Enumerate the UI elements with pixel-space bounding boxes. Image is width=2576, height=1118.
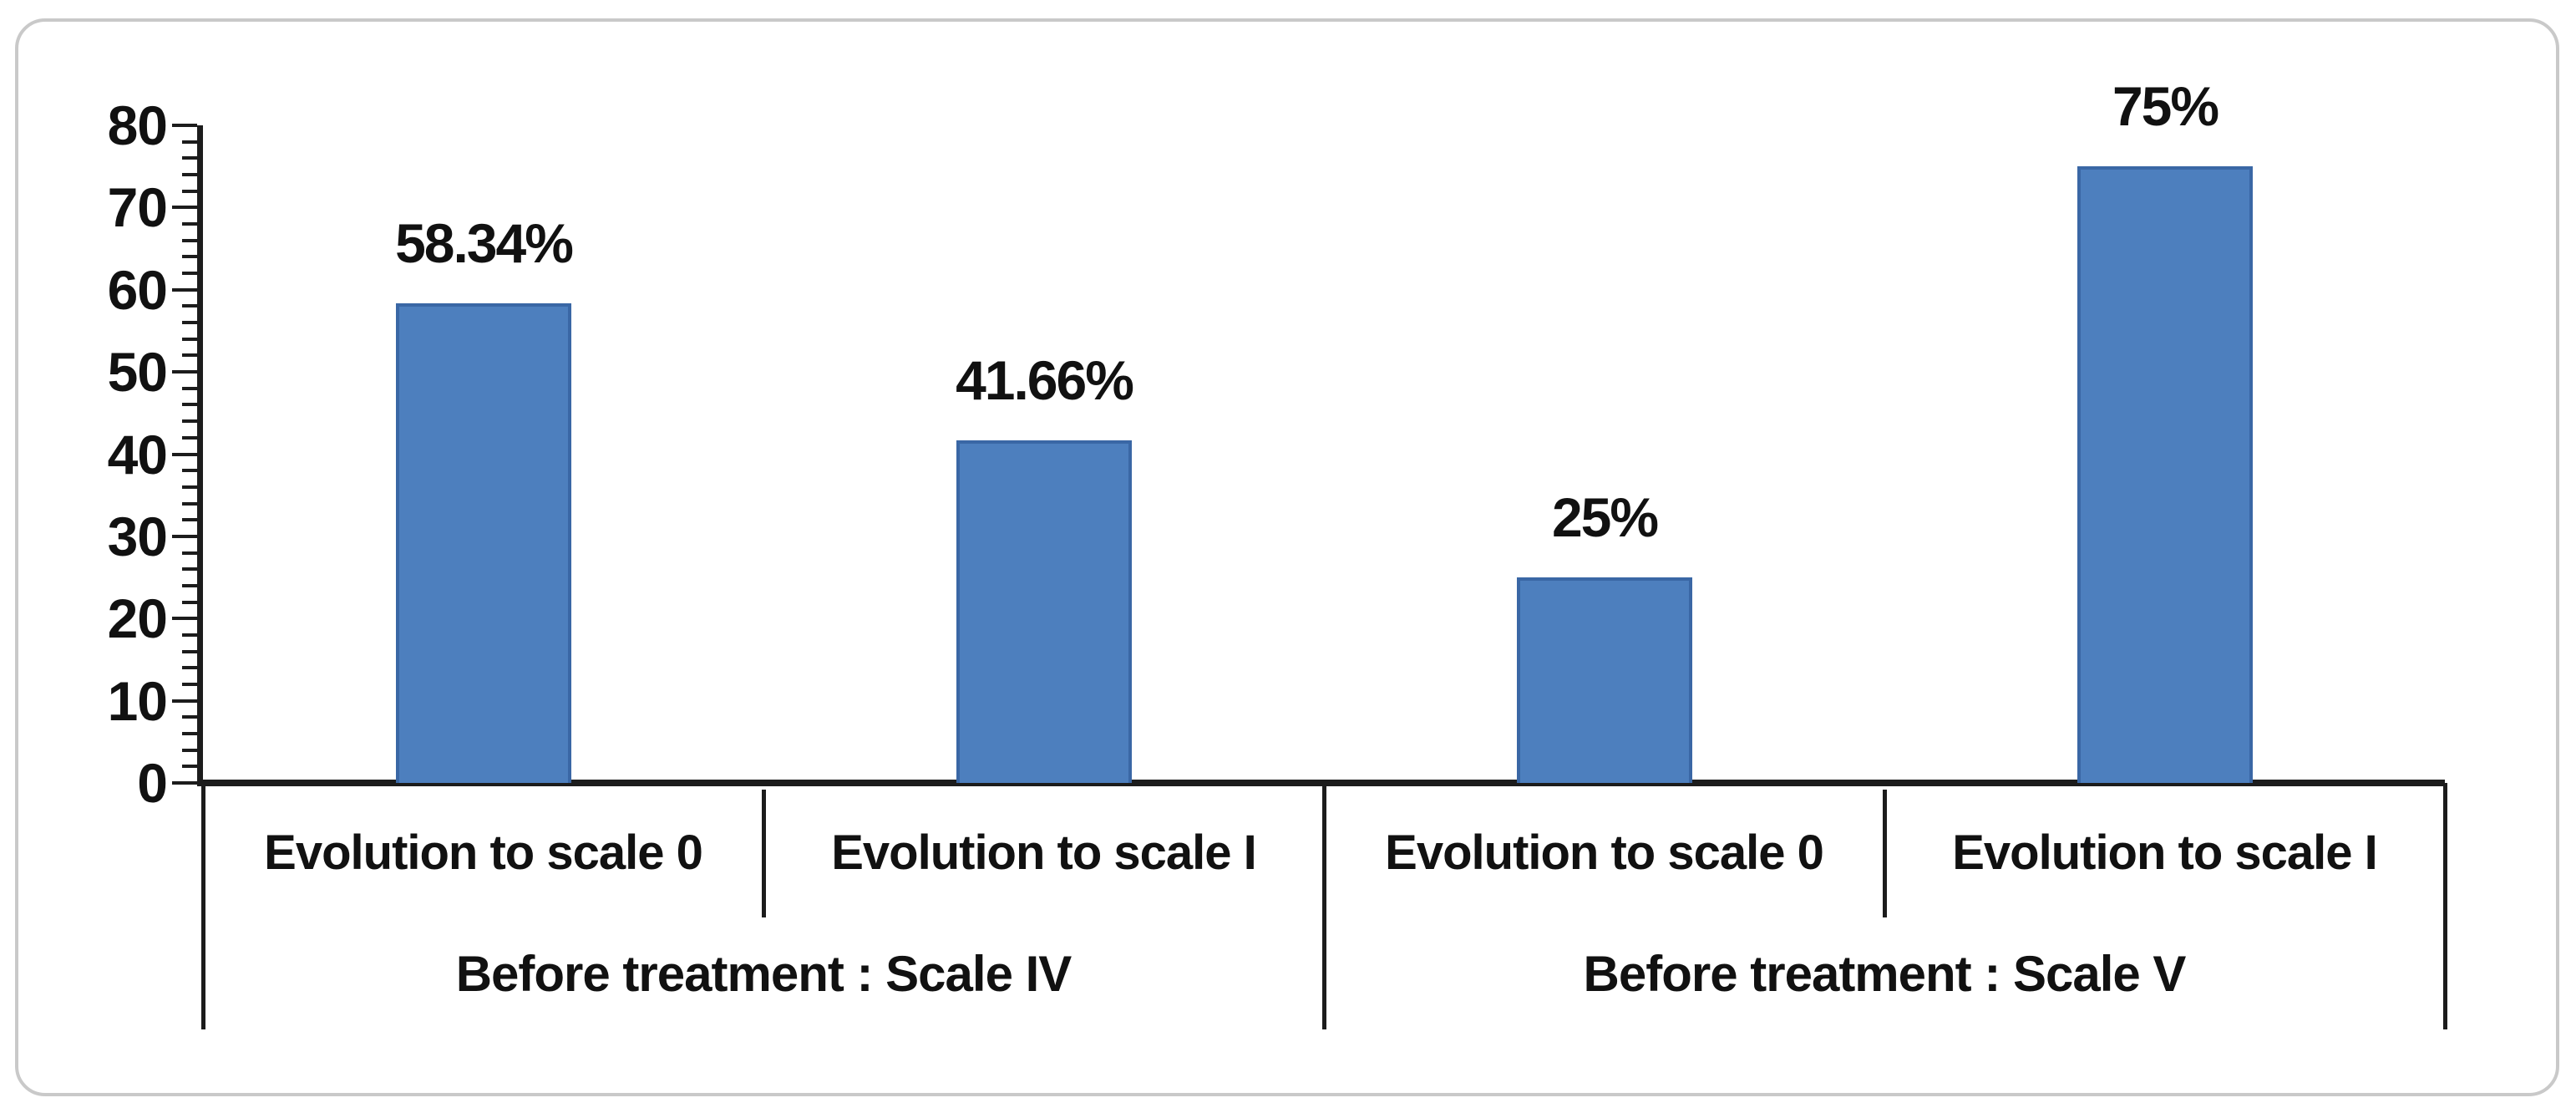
y-axis-major-tick <box>172 699 197 703</box>
y-axis-tick-label: 30 <box>107 506 168 567</box>
category-label: Evolution to scale 0 <box>264 825 703 880</box>
group-label: Before treatment : Scale V <box>1583 945 2187 1002</box>
bar <box>396 303 571 783</box>
category-separator-line <box>762 790 766 917</box>
y-axis-minor-tick <box>182 601 197 604</box>
y-axis-minor-tick <box>182 749 197 752</box>
y-axis-minor-tick <box>182 272 197 275</box>
y-axis-major-tick <box>172 288 197 292</box>
y-axis-minor-tick <box>182 666 197 669</box>
group-separator-line <box>1322 783 1326 1029</box>
category-label: Evolution to scale I <box>831 825 1257 880</box>
y-axis-tick-label: 40 <box>107 424 168 485</box>
category-label: Evolution to scale I <box>1952 825 2378 880</box>
y-axis-tick-label: 20 <box>107 587 168 649</box>
y-axis-minor-tick <box>182 469 197 472</box>
bar-data-label: 58.34% <box>395 212 574 274</box>
group-separator-line <box>201 783 205 1029</box>
y-axis-minor-tick <box>182 140 197 144</box>
y-axis-minor-tick <box>182 715 197 719</box>
y-axis-minor-tick <box>182 502 197 506</box>
y-axis-minor-tick <box>182 403 197 406</box>
y-axis-minor-tick <box>182 222 197 226</box>
y-axis-minor-tick <box>182 650 197 653</box>
y-axis-tick-label: 60 <box>107 259 168 321</box>
y-axis-minor-tick <box>182 353 197 357</box>
category-separator-line <box>1883 790 1887 917</box>
y-axis-minor-tick <box>182 765 197 768</box>
bar <box>1517 577 1692 783</box>
y-axis-minor-tick <box>182 387 197 390</box>
y-axis-major-tick <box>172 453 197 456</box>
y-axis-minor-tick <box>182 485 197 489</box>
y-axis-minor-tick <box>182 436 197 440</box>
y-axis-minor-tick <box>182 551 197 555</box>
y-axis-tick-label: 0 <box>137 752 168 814</box>
y-axis-minor-tick <box>182 567 197 571</box>
y-axis-major-tick <box>172 206 197 209</box>
y-axis-minor-tick <box>182 304 197 307</box>
y-axis-minor-tick <box>182 419 197 423</box>
y-axis-major-tick <box>172 124 197 127</box>
y-axis-minor-tick <box>182 633 197 637</box>
bar-data-label: 75% <box>2112 75 2219 137</box>
y-axis-tick-label: 50 <box>107 341 168 403</box>
group-separator-line <box>2443 783 2447 1029</box>
y-axis-minor-tick <box>182 173 197 176</box>
bar-data-label: 41.66% <box>956 349 1134 411</box>
group-label: Before treatment : Scale IV <box>455 945 1072 1002</box>
bar <box>2077 166 2253 783</box>
y-axis-minor-tick <box>182 584 197 587</box>
y-axis-minor-tick <box>182 518 197 521</box>
bar-data-label: 25% <box>1551 486 1659 548</box>
y-axis-tick-label: 80 <box>107 94 168 156</box>
y-axis-major-tick <box>172 617 197 620</box>
bar <box>956 440 1132 783</box>
y-axis-major-tick <box>172 535 197 538</box>
y-axis-minor-tick <box>182 338 197 341</box>
y-axis-minor-tick <box>182 255 197 258</box>
x-axis-line <box>197 780 2445 786</box>
y-axis-major-tick <box>172 370 197 374</box>
y-axis-tick-label: 10 <box>107 670 168 732</box>
y-axis-major-tick <box>172 781 197 785</box>
y-axis-minor-tick <box>182 239 197 242</box>
y-axis-minor-tick <box>182 321 197 324</box>
y-axis-minor-tick <box>182 190 197 193</box>
category-label: Evolution to scale 0 <box>1385 825 1824 880</box>
y-axis-tick-label: 70 <box>107 176 168 238</box>
y-axis-minor-tick <box>182 156 197 160</box>
y-axis-line <box>197 125 203 783</box>
y-axis-minor-tick <box>182 683 197 686</box>
y-axis-minor-tick <box>182 732 197 735</box>
